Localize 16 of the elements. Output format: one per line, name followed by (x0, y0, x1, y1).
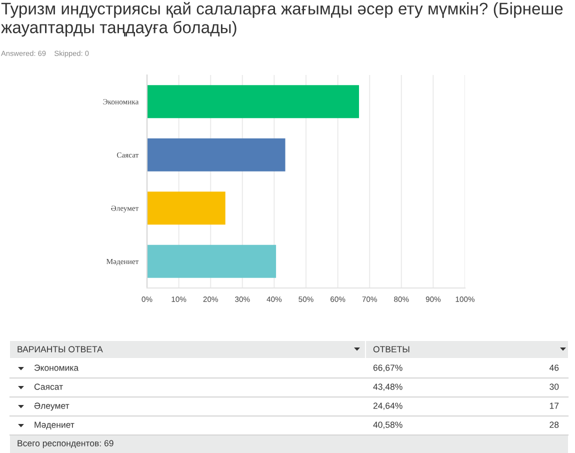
text: 28 (550, 422, 559, 428)
chart-title: Туризм индустриясы қай салаларға жағымды әсер ету мүмкін? (Бірнеше жауаптарды таңдауға болады) (1, 2, 563, 37)
category-label: Мәдениет (34, 422, 74, 430)
text: 46 (549, 364, 559, 371)
text: ВАРИАНТЫ ОТВЕТА (18, 346, 103, 352)
category-label: Саясат (34, 384, 63, 390)
text: 40,58% (373, 422, 402, 429)
category-label: Әлеумет (34, 402, 70, 411)
text: 43,48% (373, 384, 402, 391)
text: 30 (550, 384, 559, 390)
category-label: Экономика (34, 364, 79, 371)
text: ОТВЕТЫ (373, 346, 410, 352)
text: 24,64% (373, 402, 402, 410)
text: 17 (550, 402, 559, 409)
text: Всего респондентов: 69 (18, 440, 114, 448)
text: 66,67% (373, 364, 402, 372)
